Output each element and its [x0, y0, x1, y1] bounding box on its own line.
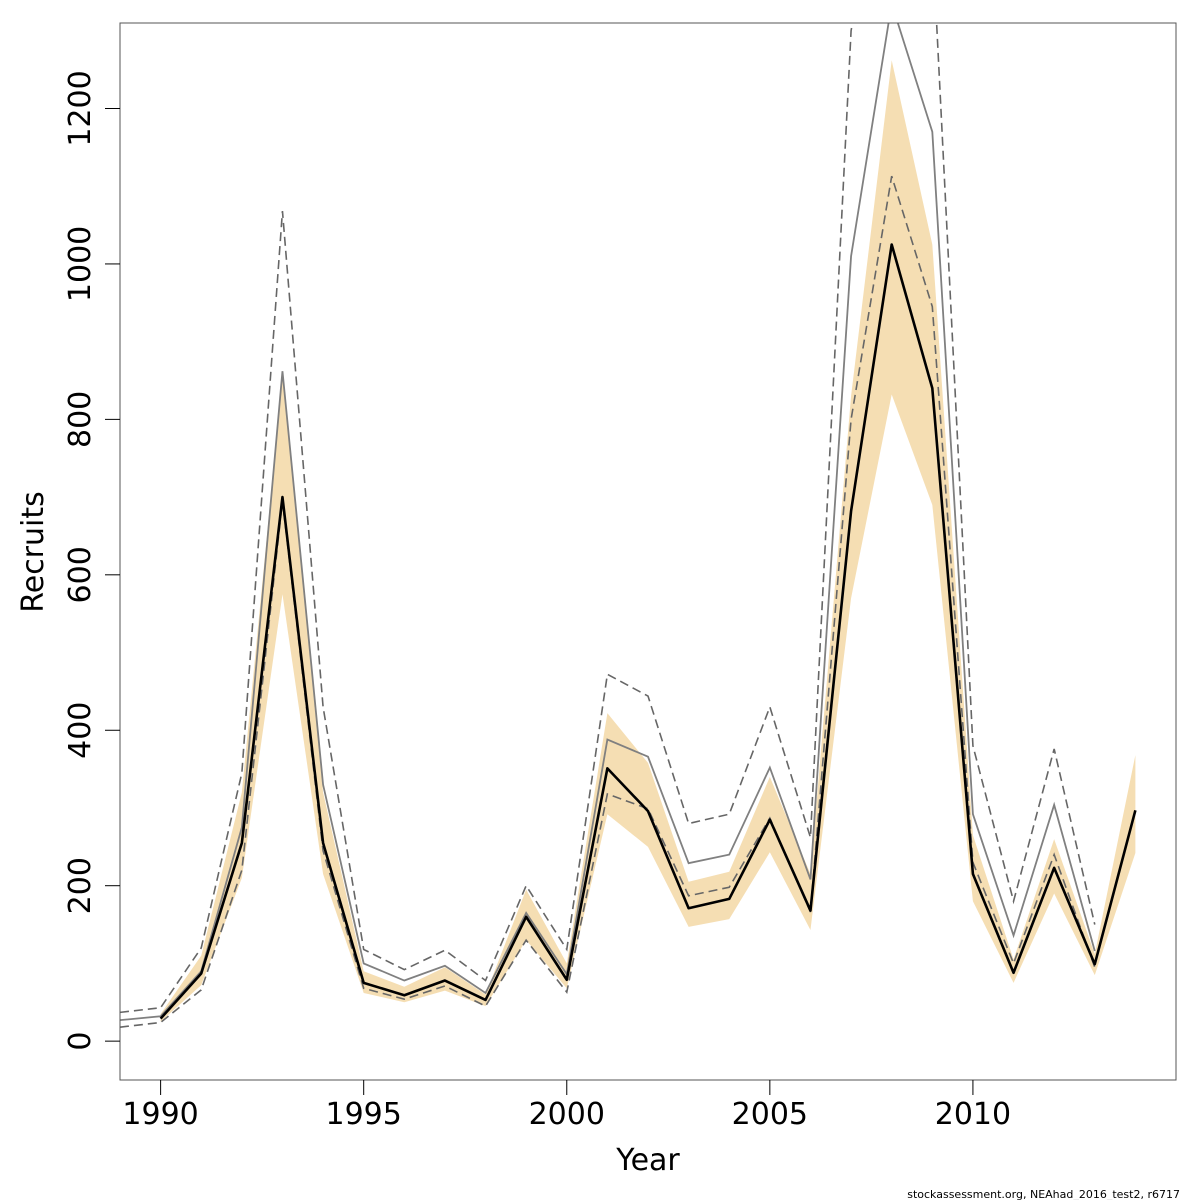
- y-tick-label: 1200: [63, 70, 98, 146]
- plot-area: [120, 23, 1137, 1028]
- y-tick-label: 0: [63, 1032, 98, 1051]
- x-tick-label: 1990: [122, 1097, 198, 1132]
- comparison-estimate-line: [120, 23, 1096, 1022]
- recruits-estimate-line: [159, 243, 1137, 1020]
- y-axis-title: Recruits: [16, 491, 51, 613]
- x-tick-label: 1995: [326, 1097, 402, 1132]
- x-tick-label: 2005: [732, 1097, 808, 1132]
- y-tick-label: 600: [63, 546, 98, 603]
- x-tick-label: 2010: [935, 1097, 1011, 1132]
- y-tick-label: 800: [63, 391, 98, 448]
- x-tick-label: 2000: [529, 1097, 605, 1132]
- y-axis: 0 200 400 600 800 1000 1200: [63, 70, 120, 1051]
- x-axis: 1990 1995 2000 2005 2010: [122, 1080, 1011, 1132]
- comparison-upper-line: [120, 23, 1096, 1014]
- plot-frame: [119, 22, 1177, 1081]
- y-tick-label: 200: [63, 857, 98, 914]
- x-axis-title: Year: [615, 1143, 680, 1178]
- footnote: stockassessment.org, NEAhad_2016_test2, …: [907, 1188, 1180, 1200]
- confidence-band: [160, 60, 1136, 1022]
- y-tick-label: 400: [63, 702, 98, 759]
- y-tick-label: 1000: [63, 226, 98, 302]
